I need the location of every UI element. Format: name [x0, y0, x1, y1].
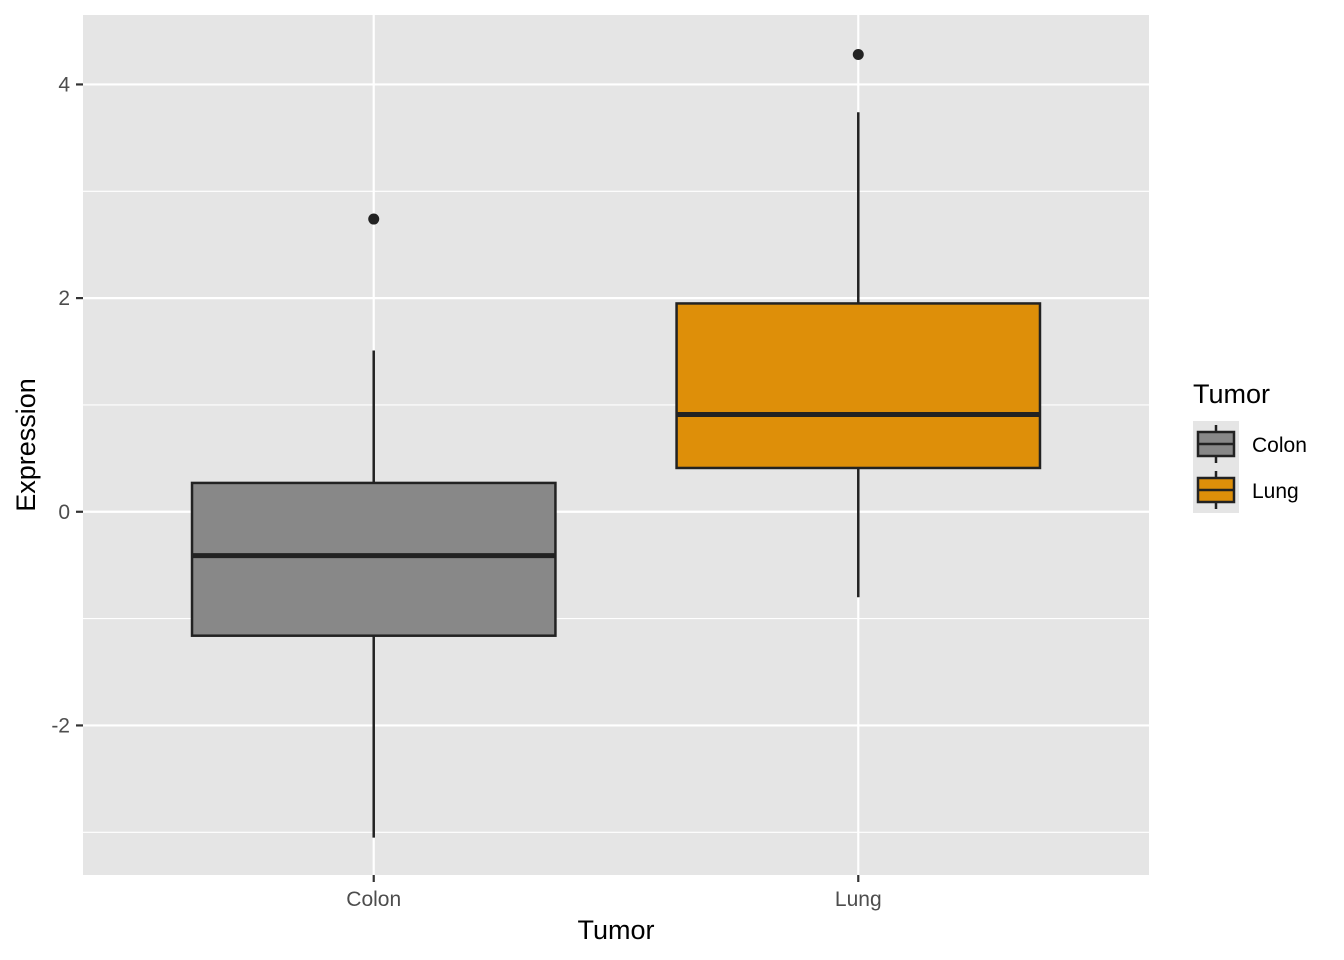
- legend-item-colon: Colon: [1196, 425, 1307, 463]
- legend-title: Tumor: [1193, 379, 1270, 409]
- y-tick-label: 0: [58, 501, 70, 524]
- y-tick-label: -2: [51, 714, 70, 737]
- x-axis-title: Tumor: [577, 915, 654, 945]
- box-body: [675, 302, 1042, 470]
- box-colon: [190, 213, 557, 838]
- outlier-point: [368, 213, 380, 225]
- y-tick-label: 2: [58, 287, 70, 310]
- legend-label: Colon: [1252, 434, 1307, 457]
- box-body: [190, 481, 557, 637]
- y-axis-title: Expression: [11, 378, 41, 512]
- box-lung: [675, 49, 1042, 598]
- legend-item-lung: Lung: [1196, 471, 1299, 509]
- x-tick-label: Colon: [346, 888, 401, 911]
- outlier-point: [852, 49, 864, 61]
- x-tick-label: Lung: [835, 888, 882, 911]
- y-tick-label: 4: [58, 73, 70, 96]
- x-axis: Colon Lung: [346, 875, 882, 911]
- y-axis: -2 0 2 4: [51, 73, 83, 737]
- legend-label: Lung: [1252, 480, 1299, 503]
- legend: Tumor Colon Lung: [1193, 379, 1307, 513]
- box-group: [190, 49, 1042, 838]
